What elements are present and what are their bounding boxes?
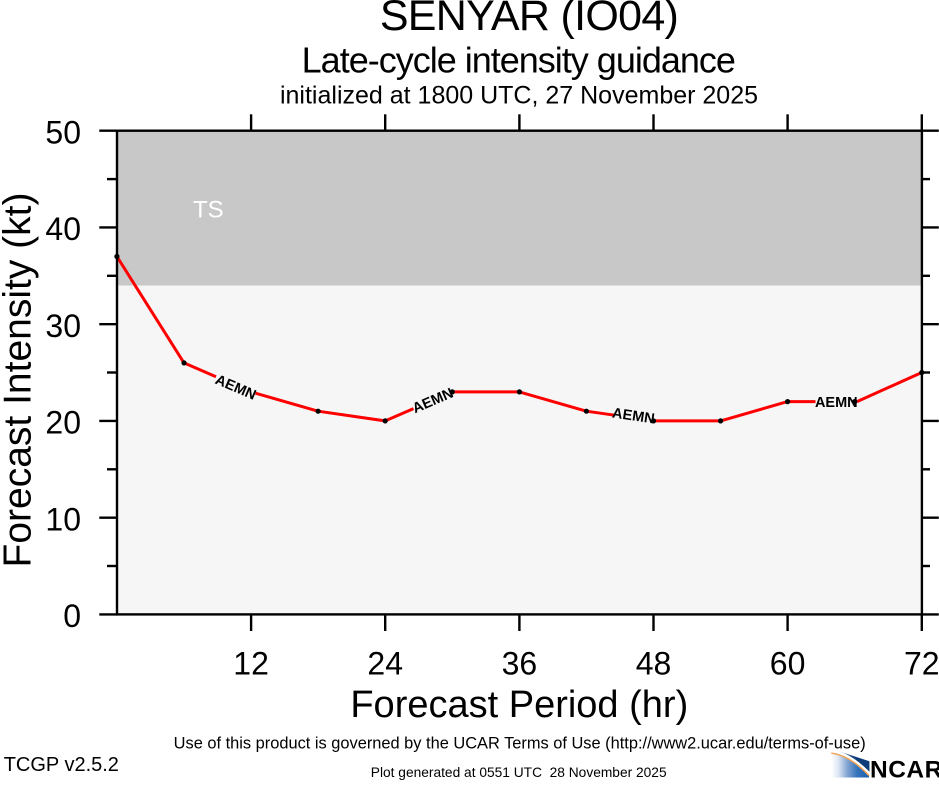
svg-text:24: 24 (367, 646, 403, 682)
svg-text:AEMN: AEMN (611, 405, 656, 427)
svg-text:Late-cycle intensity guidance: Late-cycle intensity guidance (302, 40, 735, 81)
svg-text:10: 10 (45, 501, 81, 537)
svg-text:NCAR: NCAR (870, 756, 939, 780)
svg-text:20: 20 (45, 405, 81, 441)
svg-text:60: 60 (770, 646, 806, 682)
svg-text:72: 72 (904, 646, 939, 682)
svg-text:36: 36 (502, 646, 538, 682)
svg-text:TCGP v2.5.2: TCGP v2.5.2 (4, 754, 119, 776)
svg-text:12: 12 (233, 646, 269, 682)
svg-text:30: 30 (45, 308, 81, 344)
svg-text:AEMN: AEMN (815, 395, 858, 411)
svg-text:0: 0 (63, 598, 81, 634)
svg-text:Forecast Intensity (kt): Forecast Intensity (kt) (0, 193, 40, 568)
svg-text:40: 40 (45, 211, 81, 247)
svg-text:48: 48 (636, 646, 672, 682)
svg-text:Use of this product is governe: Use of this product is governed by the U… (174, 735, 866, 753)
svg-text:50: 50 (45, 114, 81, 150)
svg-text:initialized at 1800 UTC, 27 No: initialized at 1800 UTC, 27 November 202… (280, 81, 758, 109)
svg-text:Forecast Period (hr): Forecast Period (hr) (350, 684, 688, 726)
svg-text:Plot generated at 0551 UTC 28: Plot generated at 0551 UTC 28 November 2… (371, 765, 667, 780)
svg-text:SENYAR (IO04): SENYAR (IO04) (380, 0, 678, 40)
svg-text:TS: TS (193, 197, 224, 224)
